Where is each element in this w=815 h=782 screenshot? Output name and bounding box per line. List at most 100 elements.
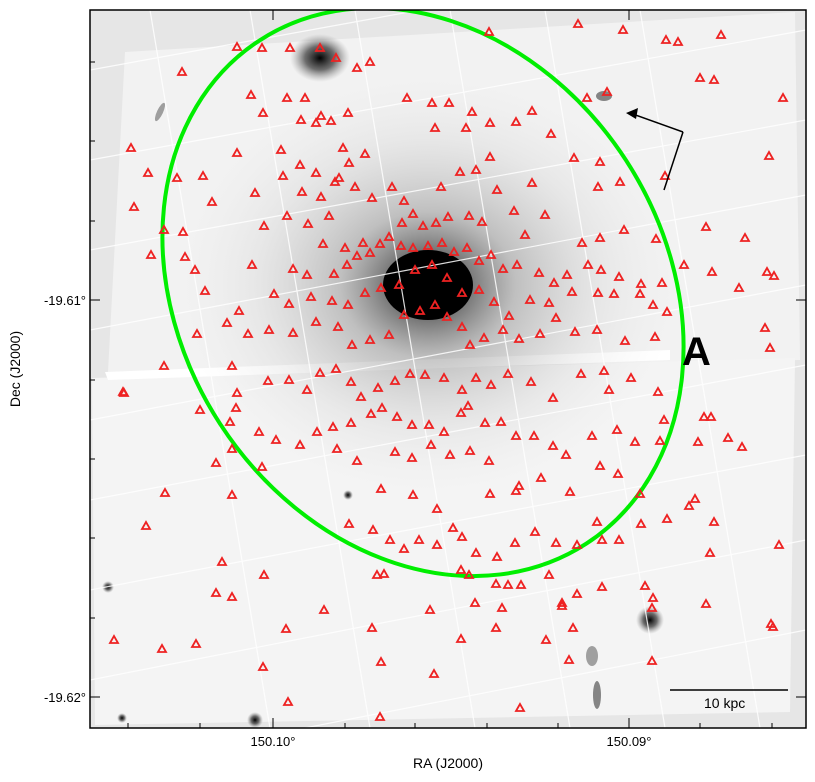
triangle-marker-icon (357, 237, 369, 247)
triangle-marker-icon (231, 147, 243, 157)
triangle-marker-icon (224, 416, 236, 426)
triangle-marker-icon (635, 278, 647, 288)
triangle-marker-icon (375, 282, 387, 292)
triangle-marker-icon (431, 503, 443, 513)
triangle-marker-icon (257, 107, 269, 117)
triangle-marker-icon (277, 170, 289, 180)
triangle-marker-icon (496, 602, 508, 612)
triangle-marker-icon (310, 167, 322, 177)
triangle-marker-icon (296, 186, 308, 196)
triangle-marker-icon (768, 270, 780, 280)
triangle-marker-icon (245, 89, 257, 99)
triangle-marker-icon (431, 539, 443, 549)
triangle-marker-icon (456, 287, 468, 297)
triangle-marker-icon (535, 472, 547, 482)
triangle-marker-icon (422, 240, 434, 250)
triangle-marker-icon (469, 597, 481, 607)
triangle-marker-icon (462, 400, 474, 410)
triangle-marker-icon (199, 285, 211, 295)
triangle-marker-icon (658, 414, 670, 424)
triangle-marker-icon (258, 220, 270, 230)
triangle-marker-icon (294, 159, 306, 169)
triangle-marker-icon (442, 211, 454, 221)
triangle-marker-icon (231, 387, 243, 397)
triangle-marker-icon (509, 537, 521, 547)
triangle-marker-icon (646, 655, 658, 665)
triangle-marker-icon (346, 339, 358, 349)
x-tick-label: 150.09° (607, 734, 652, 749)
triangle-marker-icon (595, 264, 607, 274)
triangle-marker-icon (485, 249, 497, 259)
triangle-marker-icon (497, 324, 509, 334)
triangle-marker-icon (571, 588, 583, 598)
triangle-marker-icon (513, 480, 525, 490)
triangle-marker-icon (339, 242, 351, 252)
triangle-marker-icon (692, 436, 704, 446)
triangle-marker-icon (359, 148, 371, 158)
triangle-marker-icon (689, 493, 701, 503)
triangle-marker-icon (365, 408, 377, 418)
triangle-marker-icon (502, 368, 514, 378)
triangle-marker-icon (283, 298, 295, 308)
triangle-marker-icon (231, 41, 243, 51)
triangle-marker-icon (464, 339, 476, 349)
triangle-marker-icon (634, 288, 646, 298)
triangle-marker-icon (342, 299, 354, 309)
triangle-marker-icon (773, 539, 785, 549)
triangle-marker-icon (722, 432, 734, 442)
triangle-marker-icon (484, 488, 496, 498)
triangle-marker-icon (698, 411, 710, 421)
triangle-marker-icon (366, 622, 378, 632)
triangle-marker-icon (470, 164, 482, 174)
triangle-marker-icon (404, 368, 416, 378)
triangle-marker-icon (366, 192, 378, 202)
triangle-marker-icon (281, 92, 293, 102)
triangle-marker-icon (409, 264, 421, 274)
triangle-marker-icon (419, 369, 431, 379)
triangle-marker-icon (417, 220, 429, 230)
triangle-marker-icon (767, 621, 779, 631)
triangle-marker-icon (221, 317, 233, 327)
triangle-marker-icon (540, 634, 552, 644)
triangle-marker-icon (594, 156, 606, 166)
faint-galaxy (586, 646, 598, 666)
triangle-marker-icon (567, 622, 579, 632)
triangle-marker-icon (629, 436, 641, 446)
triangle-marker-icon (550, 537, 562, 547)
triangle-marker-icon (118, 387, 130, 397)
triangle-marker-icon (476, 216, 488, 226)
star (247, 712, 263, 728)
panel-label: A (682, 330, 711, 374)
y-tick-label: -19.61° (44, 293, 86, 308)
sky-coordinate-grid (90, 10, 806, 728)
triangle-marker-icon (708, 516, 720, 526)
triangle-marker-icon (401, 92, 413, 102)
triangle-marker-icon (694, 72, 706, 82)
triangle-marker-icon (424, 604, 436, 614)
triangle-marker-icon (581, 92, 593, 102)
x-tick-label: 150.10° (251, 734, 296, 749)
triangle-marker-icon (389, 375, 401, 385)
triangle-marker-icon (510, 485, 522, 495)
triangle-marker-icon (159, 487, 171, 497)
x-axis-label: RA (J2000) (413, 755, 483, 771)
triangle-marker-icon (654, 435, 666, 445)
triangle-marker-icon (226, 591, 238, 601)
triangle-marker-icon (700, 598, 712, 608)
triangle-marker-icon (359, 287, 371, 297)
triangle-marker-icon (569, 326, 581, 336)
triangle-marker-icon (125, 142, 137, 152)
triangle-marker-icon (479, 417, 491, 427)
triangle-marker-icon (586, 430, 598, 440)
triangle-marker-icon (704, 547, 716, 557)
triangle-marker-icon (206, 196, 218, 206)
triangle-marker-icon (510, 116, 522, 126)
triangle-marker-icon (733, 282, 745, 292)
triangle-marker-icon (447, 522, 459, 532)
triangle-marker-icon (305, 291, 317, 301)
triangle-marker-icon (407, 489, 419, 499)
compass-arrow-icon (626, 108, 684, 191)
triangle-marker-icon (176, 66, 188, 76)
triangle-marker-icon (258, 569, 270, 579)
